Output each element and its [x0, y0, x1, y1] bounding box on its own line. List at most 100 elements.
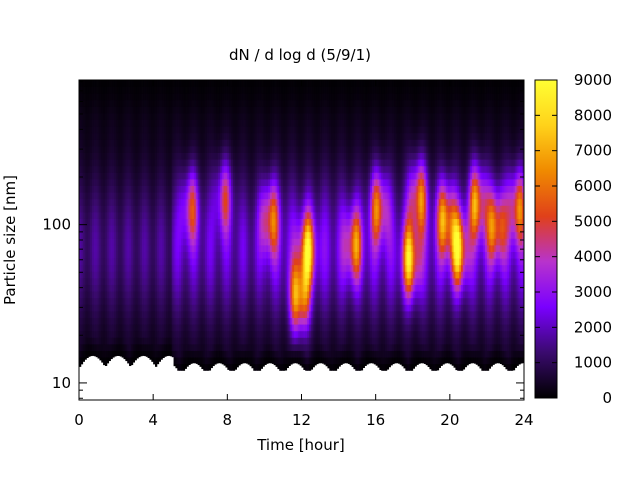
heatmap-cell — [171, 350, 174, 358]
heatmap-cell — [101, 231, 104, 239]
heatmap-cell — [247, 343, 250, 351]
heatmap-cell — [127, 185, 130, 193]
heatmap-cell — [208, 126, 212, 134]
heatmap-cell — [162, 343, 165, 351]
heatmap-cell — [106, 284, 110, 292]
heatmap-cell — [271, 80, 275, 87]
heatmap-cell — [90, 132, 93, 140]
heatmap-cell — [160, 343, 163, 351]
heatmap-cell — [90, 251, 93, 259]
heatmap-cell — [164, 119, 167, 127]
heatmap-cell — [201, 330, 204, 338]
heatmap-cell — [169, 146, 173, 153]
heatmap-cell — [140, 119, 143, 127]
heatmap-cell — [203, 251, 206, 259]
heatmap-cell — [164, 251, 167, 259]
heatmap-cell — [212, 251, 215, 259]
heatmap-cell — [188, 179, 191, 186]
heatmap-cell — [277, 99, 280, 107]
heatmap-cell — [212, 179, 215, 186]
heatmap-cell — [195, 211, 199, 219]
heatmap-cell — [245, 357, 249, 364]
heatmap-cell — [284, 192, 288, 200]
heatmap-cell — [112, 238, 115, 246]
heatmap-cell — [192, 244, 195, 252]
heatmap-cell — [284, 106, 288, 114]
heatmap-cell — [84, 324, 87, 332]
heatmap-cell — [236, 310, 239, 318]
heatmap-cell — [231, 363, 234, 371]
heatmap-cell — [281, 357, 284, 365]
heatmap-cell — [130, 198, 134, 206]
heatmap-cell — [90, 211, 93, 219]
heatmap-cell — [227, 324, 230, 332]
heatmap-cell — [218, 277, 221, 285]
heatmap-cell — [203, 119, 206, 127]
heatmap-cell — [180, 93, 184, 101]
heatmap-cell — [286, 337, 289, 345]
heatmap-cell — [168, 251, 171, 259]
heatmap-cell — [142, 198, 145, 206]
heatmap-cell — [97, 113, 100, 120]
heatmap-cell — [273, 291, 276, 299]
heatmap-cell — [240, 225, 243, 233]
heatmap-cell — [188, 152, 191, 160]
heatmap-cell — [130, 192, 134, 200]
heatmap-cell — [249, 179, 252, 186]
heatmap-cell — [186, 258, 189, 266]
heatmap-cell — [136, 258, 139, 266]
heatmap-cell — [143, 146, 147, 153]
heatmap-cell — [166, 330, 169, 338]
heatmap-cell — [264, 139, 267, 147]
heatmap-cell — [188, 324, 191, 332]
heatmap-cell — [127, 258, 130, 266]
heatmap-cell — [282, 146, 286, 153]
heatmap-cell — [156, 159, 160, 167]
heatmap-cell — [188, 277, 191, 285]
heatmap-cell — [104, 310, 108, 318]
heatmap-cell — [136, 284, 139, 292]
heatmap-cell — [79, 152, 82, 160]
heatmap-cell — [275, 225, 278, 233]
heatmap-cell — [145, 205, 148, 213]
heatmap-cell — [281, 304, 284, 312]
heatmap-cell — [279, 271, 282, 279]
heatmap-cell — [221, 146, 225, 153]
heatmap-cell — [145, 192, 148, 200]
heatmap-cell — [268, 80, 271, 87]
heatmap-cell — [114, 337, 117, 345]
heatmap-cell — [179, 231, 182, 239]
heatmap-cell — [251, 324, 254, 332]
heatmap-cell — [171, 244, 174, 252]
heatmap-cell — [132, 159, 136, 167]
heatmap-cell — [275, 258, 278, 266]
heatmap-cell — [266, 172, 269, 180]
heatmap-cell — [288, 251, 291, 259]
heatmap-cell — [258, 172, 262, 180]
heatmap-cell — [103, 146, 106, 153]
heatmap-cell — [110, 258, 113, 266]
heatmap-cell — [260, 363, 263, 369]
heatmap-cell — [225, 152, 228, 160]
heatmap-cell — [244, 132, 247, 140]
heatmap-cell — [232, 357, 236, 365]
heatmap-cell — [171, 211, 174, 219]
heatmap-cell — [277, 324, 280, 332]
heatmap-cell — [268, 179, 271, 186]
heatmap-cell — [145, 225, 148, 233]
heatmap-cell — [99, 93, 102, 101]
heatmap-cell — [281, 159, 284, 167]
heatmap-cell — [86, 165, 89, 173]
heatmap-cell — [136, 310, 139, 318]
heatmap-cell — [244, 271, 247, 279]
heatmap-cell — [175, 271, 178, 279]
heatmap-cell — [290, 80, 293, 87]
heatmap-cell — [206, 172, 210, 180]
heatmap-cell — [116, 106, 119, 114]
heatmap-cell — [247, 146, 250, 153]
heatmap-cell — [108, 264, 111, 272]
heatmap-cell — [79, 264, 82, 272]
heatmap-cell — [151, 152, 154, 160]
heatmap-cell — [151, 132, 154, 140]
heatmap-cell — [284, 304, 288, 312]
